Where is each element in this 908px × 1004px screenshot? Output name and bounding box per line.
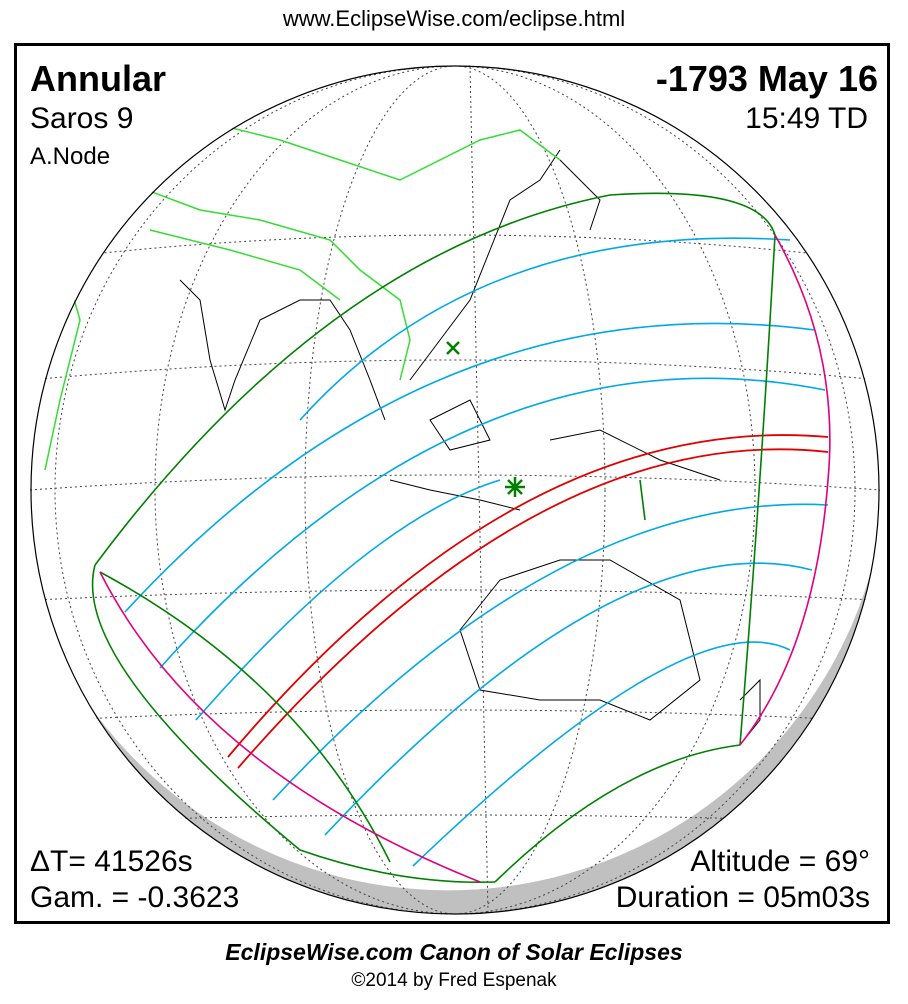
delta-t: ΔT= 41526s xyxy=(30,845,193,878)
coastlines xyxy=(179,149,761,746)
eclipse-time: 15:49 TD xyxy=(745,102,868,135)
globe xyxy=(30,65,880,915)
url-header: www.EclipseWise.com/eclipse.html xyxy=(282,6,626,31)
rise-set-curves xyxy=(99,234,831,883)
saros: Saros 9 xyxy=(30,102,134,135)
night-shadow xyxy=(87,564,873,914)
x-icon xyxy=(446,341,460,355)
footer-copyright: ©2014 by Fred Espenak xyxy=(351,970,557,991)
star-icon xyxy=(505,477,525,497)
node: A.Node xyxy=(30,143,111,170)
gamma: Gam. = -0.3623 xyxy=(30,881,240,914)
eclipse-globe-map xyxy=(30,65,880,915)
duration: Duration = 05m03s xyxy=(615,881,870,914)
central-path xyxy=(227,434,829,769)
footer-title: EclipseWise.com Canon of Solar Eclipses xyxy=(225,939,683,965)
altitude: Altitude = 69° xyxy=(690,845,870,878)
partial-magnitude-lines xyxy=(124,237,829,867)
map-frame xyxy=(14,43,890,924)
eclipse-type: Annular xyxy=(30,58,167,99)
penumbral-limits xyxy=(91,192,776,884)
eclipse-date: -1793 May 16 xyxy=(655,58,878,99)
globe-outline xyxy=(30,65,880,915)
